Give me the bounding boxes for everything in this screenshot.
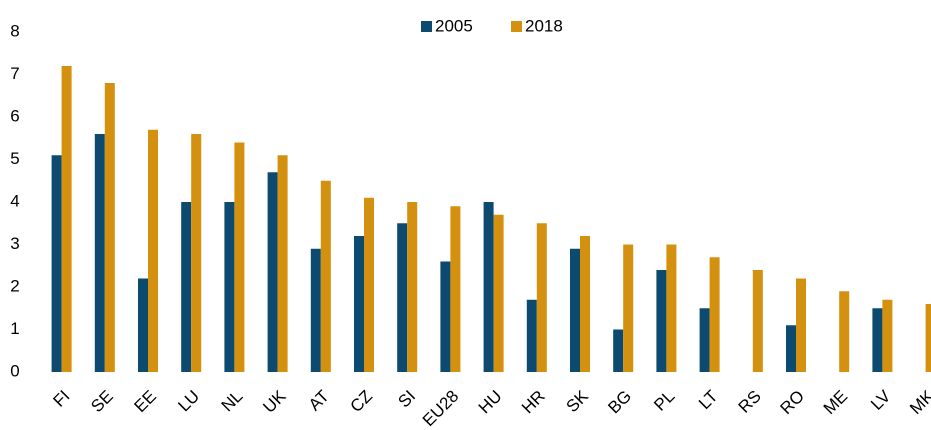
bar (181, 202, 192, 372)
x-tick-label: LU (174, 387, 203, 416)
y-tick-label: 1 (10, 319, 19, 338)
y-tick-label: 3 (10, 234, 19, 253)
bar (407, 202, 418, 372)
legend-label: 2018 (525, 16, 563, 35)
y-tick-label: 7 (10, 64, 19, 83)
x-tick-label: EU28 (419, 387, 463, 430)
x-tick-label: NL (218, 387, 247, 416)
y-tick-label: 5 (10, 149, 19, 168)
x-tick-label: SE (87, 387, 116, 416)
x-tick-label: HR (518, 387, 549, 418)
x-tick-label: CZ (347, 387, 376, 416)
bar (580, 236, 590, 372)
legend-label: 2005 (435, 16, 473, 35)
bar (277, 155, 288, 372)
bar (138, 278, 148, 372)
x-tick-label: MK (906, 386, 931, 418)
x-tick-label: BG (604, 387, 635, 418)
x-tick-label: SI (394, 387, 419, 412)
x-tick-label: LV (867, 386, 895, 414)
bar (882, 299, 893, 372)
bar (925, 304, 931, 372)
bar (148, 129, 158, 372)
y-tick-label: 8 (10, 21, 19, 40)
x-tick-label: UK (259, 386, 290, 417)
bar (51, 155, 62, 372)
bar (786, 325, 796, 372)
x-tick-label: AT (305, 387, 333, 415)
bar (656, 270, 667, 372)
x-tick-label: HU (475, 387, 506, 418)
bar (796, 278, 806, 372)
bar (483, 202, 494, 372)
y-tick-label: 2 (10, 276, 19, 295)
y-tick-label: 0 (10, 361, 19, 380)
bar (440, 261, 451, 372)
x-tick-label: LT (695, 387, 722, 414)
legend-swatch (511, 21, 522, 32)
x-tick-label: RS (735, 387, 765, 417)
bar (94, 134, 105, 372)
bar (104, 83, 115, 372)
x-tick-label: FI (49, 387, 73, 411)
bar (536, 223, 547, 372)
x-tick-label: RO (777, 387, 808, 418)
bar (397, 223, 408, 372)
bar (526, 299, 537, 372)
y-tick-label: 6 (10, 106, 19, 125)
bar (872, 308, 883, 372)
bar (191, 134, 202, 372)
legend-swatch (421, 21, 432, 32)
bar (752, 270, 763, 372)
x-tick-label: SK (563, 386, 593, 416)
bar (267, 172, 278, 372)
bar (61, 66, 72, 372)
bar (224, 202, 235, 372)
bar (623, 244, 634, 372)
bar (666, 244, 677, 372)
bar (493, 214, 504, 372)
bar (364, 197, 374, 372)
bar (570, 248, 580, 372)
x-tick-label: ME (820, 387, 851, 418)
x-tick-label: PL (650, 387, 678, 415)
bar (699, 308, 710, 372)
x-tick-label: EE (131, 387, 160, 416)
bar (354, 236, 364, 372)
y-tick-label: 4 (10, 191, 19, 210)
bar (450, 206, 461, 372)
bar (310, 248, 321, 372)
bar (234, 142, 245, 372)
bar (320, 180, 331, 372)
bar (709, 257, 720, 372)
bar (839, 291, 850, 372)
bar (613, 329, 624, 372)
